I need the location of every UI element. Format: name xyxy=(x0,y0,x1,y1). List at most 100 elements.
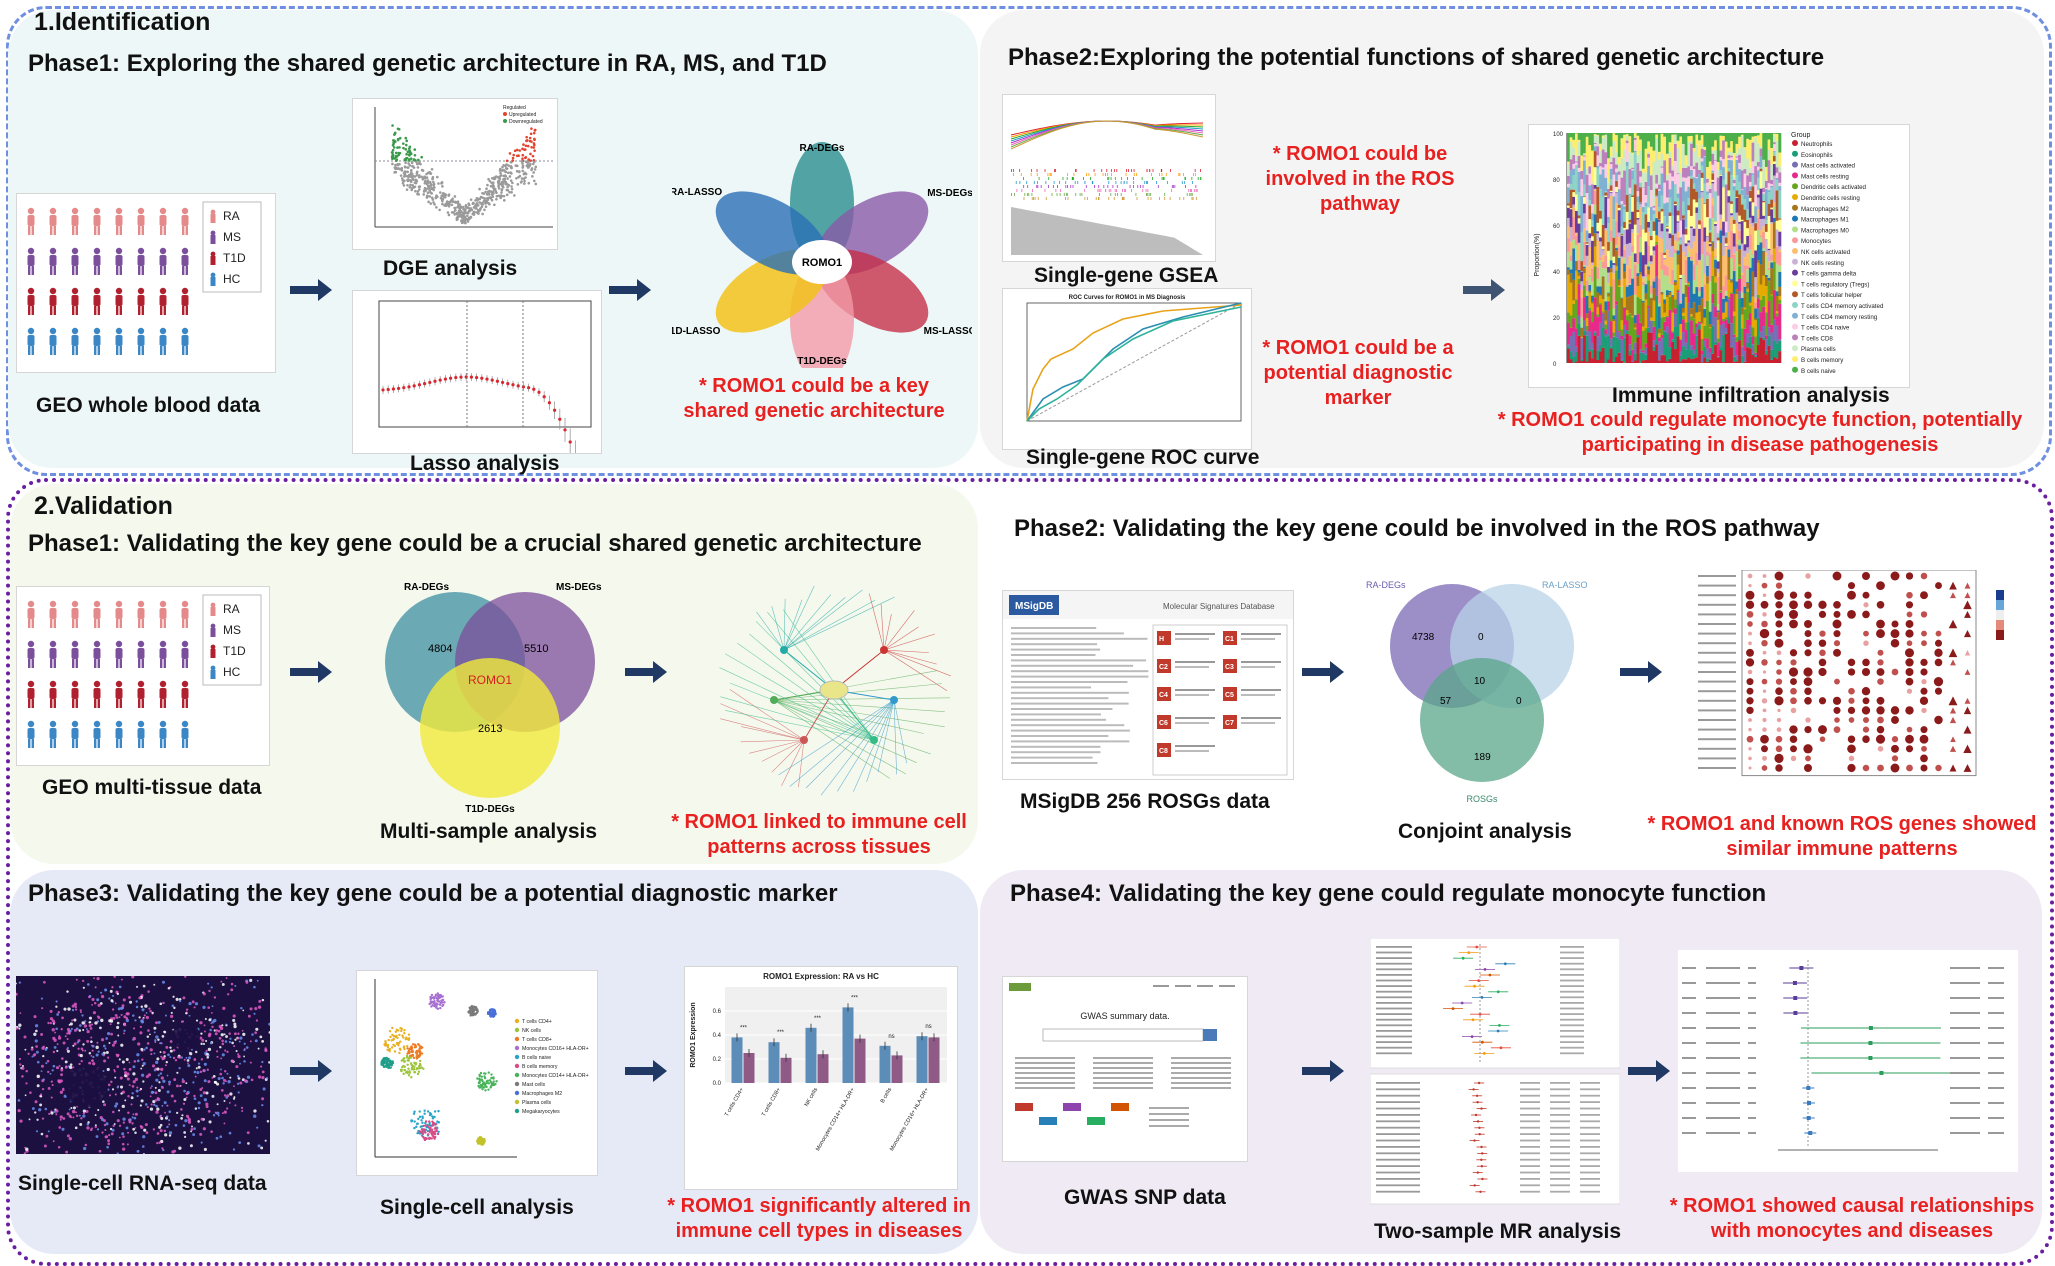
person-icon xyxy=(159,287,167,295)
person-icon xyxy=(71,287,79,295)
immune-finding: * ROMO1 could regulate monocyte function… xyxy=(1497,409,2023,456)
person-icon xyxy=(159,720,167,728)
roc-finding: * ROMO1 could be a potential diagnostic … xyxy=(1262,337,1454,409)
person-icon xyxy=(137,327,145,335)
legend-label: NK cells resting xyxy=(1801,260,1845,267)
partner-logo xyxy=(1111,1103,1129,1111)
legend-swatch xyxy=(1792,269,1798,276)
person-icon xyxy=(115,207,123,215)
person-icon xyxy=(93,207,101,215)
lasso-plot xyxy=(352,290,602,454)
collection-badge xyxy=(1157,743,1171,757)
person-icon xyxy=(181,720,189,728)
collection-label: C6 xyxy=(1159,720,1168,727)
gwas-screenshot: GWAS summary data. xyxy=(1002,976,1248,1162)
legend-swatch xyxy=(1792,291,1798,298)
legend-label: Dendritic cells activated xyxy=(1801,184,1867,191)
phase4-finding: * ROMO1 showed causal relationships with… xyxy=(1669,1195,2035,1242)
volcano-plot: Regulated Upregulated Downregulated xyxy=(352,98,558,250)
person-icon xyxy=(181,640,189,648)
arrow-icon xyxy=(609,279,651,301)
ros-immune-heatmap xyxy=(1690,569,2020,808)
partner-logo xyxy=(1063,1103,1081,1111)
venn-set-label: RA-DEGs xyxy=(1366,580,1406,590)
arrow-icon xyxy=(1302,661,1344,683)
legend-label: B cells naive xyxy=(1801,368,1836,375)
geo-multitissue-figure: RA MS T1D HC xyxy=(16,586,270,766)
collection-badge xyxy=(1157,715,1171,729)
person-icon xyxy=(181,247,189,255)
bar xyxy=(891,1055,903,1083)
legend-swatch xyxy=(514,1063,520,1069)
collection-label: C3 xyxy=(1225,664,1234,671)
venn-value: 0 xyxy=(1478,632,1484,643)
legend-label: T cells CD4 memory resting xyxy=(1801,314,1878,321)
partner-logo xyxy=(1039,1117,1057,1125)
person-icon xyxy=(137,247,145,255)
forest-point xyxy=(1868,1026,1873,1030)
legend-swatch xyxy=(1792,183,1798,190)
venn-value: 4804 xyxy=(428,643,452,655)
legend-swatch xyxy=(514,1018,520,1024)
legend-swatch xyxy=(1792,345,1798,352)
legend-swatch xyxy=(1792,366,1798,373)
validation-title: 2.Validation xyxy=(34,492,173,520)
person-icon xyxy=(49,640,57,648)
forest-point xyxy=(1807,1101,1812,1105)
legend-label: Monocytes CD14+ HLA-DR+ xyxy=(522,1073,589,1079)
legend-label: RA xyxy=(223,602,240,616)
person-icon xyxy=(137,720,145,728)
category-label: Monocytes CD14+ HLA-DR+ xyxy=(815,1087,856,1152)
person-icon xyxy=(210,665,216,671)
legend-swatch xyxy=(1792,150,1798,157)
legend-label: T cells CD4 naive xyxy=(1801,325,1850,332)
legend-label: Eosinophils xyxy=(1801,152,1833,159)
person-icon xyxy=(27,600,35,608)
legend-label: Megakaryocytes xyxy=(522,1109,560,1115)
msigdb-header: Molecular Signatures Database xyxy=(1163,602,1275,611)
legend-label: Upregulated xyxy=(509,112,536,118)
venn-center-label: ROMO1 xyxy=(468,673,512,687)
gsea-plot xyxy=(1002,94,1216,262)
person-icon xyxy=(159,247,167,255)
network-center-node xyxy=(819,680,849,700)
person-icon xyxy=(93,327,101,335)
heatmap-finding: * ROMO1 and known ROS genes showed simil… xyxy=(1647,813,2037,860)
gwas-logo xyxy=(1009,983,1031,991)
network-node xyxy=(880,646,888,654)
forest-point xyxy=(1879,1071,1884,1075)
bar xyxy=(928,1037,940,1083)
legend-swatch xyxy=(1792,161,1798,168)
axis-tick: 60 xyxy=(1553,224,1560,230)
gsea-finding: * ROMO1 could be involved in the ROS pat… xyxy=(1265,143,1455,215)
immune-network-figure xyxy=(694,580,974,800)
forest-point xyxy=(1792,981,1797,985)
mr-forest-plots xyxy=(1370,938,1620,1208)
umap-plot: T cells CD4+ NK cells T cells CD8+ Monocyte… xyxy=(356,970,598,1176)
geo-multitissue-label: GEO multi-tissue data xyxy=(42,776,262,799)
forest-point xyxy=(1868,1041,1873,1045)
romo1-expression-bar-chart: ROMO1 Expression: RA vs HCConditionHCRA0… xyxy=(684,966,958,1190)
search-icon xyxy=(1203,1029,1217,1041)
arrow-icon xyxy=(290,661,332,683)
axis-label: Proportion(%) xyxy=(1534,233,1541,276)
axis-tick: 80 xyxy=(1553,178,1560,184)
validation-section xyxy=(6,478,2054,1266)
collection-label: C7 xyxy=(1225,720,1234,727)
legend-label: T cells CD4 memory activated xyxy=(1801,303,1884,310)
collection-label: C5 xyxy=(1225,692,1234,699)
bar xyxy=(743,1053,755,1083)
legend-swatch xyxy=(514,1090,520,1096)
gwas-search-box xyxy=(1042,1028,1204,1042)
person-icon xyxy=(115,600,123,608)
collection-label: H xyxy=(1159,636,1164,643)
legend-label: T cells CD8 xyxy=(1801,335,1833,342)
person-icon xyxy=(93,287,101,295)
bar xyxy=(842,1007,854,1083)
umap-label: Single-cell analysis xyxy=(380,1196,574,1219)
flower-venn-diagram: RA-DEGs MS-DEGs MS-LASSO T1D-DEGs T1D-LA… xyxy=(664,138,977,382)
phase2-title: Phase2:Exploring the potential functions… xyxy=(1008,44,1825,71)
person-icon xyxy=(71,207,79,215)
collection-label: C1 xyxy=(1225,636,1234,643)
person-icon xyxy=(27,247,35,255)
